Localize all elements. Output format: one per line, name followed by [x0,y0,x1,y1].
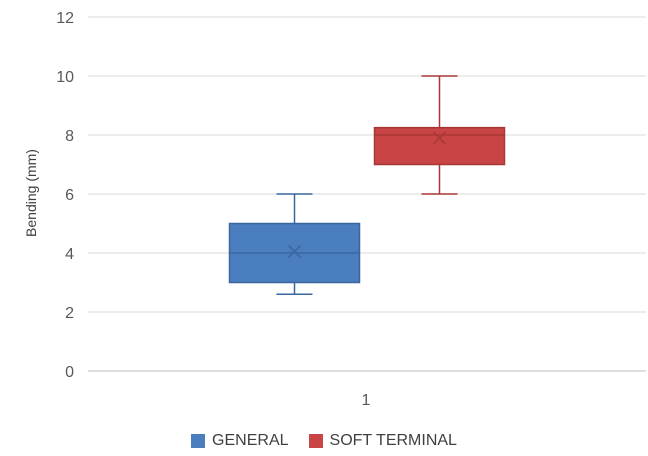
y-axis-title: Bending (mm) [23,149,39,237]
y-tick-label: 2 [65,305,74,322]
x-tick-labels: 1 [362,392,371,409]
legend-swatch [191,434,206,448]
gridlines [88,16,646,372]
legend-item: GENERAL [191,432,289,450]
y-tick-label: 8 [65,128,74,145]
y-tick-label: 12 [56,10,74,27]
legend: GENERAL SOFT TERMINAL [0,432,648,450]
y-tick-label: 6 [65,187,74,204]
legend-label: SOFT TERMINAL [329,432,457,449]
box-soft-terminal [373,75,506,195]
legend-swatch [308,434,323,448]
y-tick-labels: 0 2 4 6 8 10 12 [56,10,74,381]
mean-marker [287,244,302,259]
legend-item: SOFT TERMINAL [308,432,457,450]
box-plot-chart: 0 2 4 6 8 10 12 1 Bending (mm) [23,10,646,409]
y-tick-label: 4 [65,246,74,263]
box-body [373,126,506,166]
box-general [228,193,361,296]
x-tick-label: 1 [362,392,371,409]
legend-label: GENERAL [212,432,289,449]
mean-marker [432,131,447,145]
box-series [228,75,506,296]
y-tick-label: 10 [56,69,74,86]
y-tick-label: 0 [65,364,74,381]
